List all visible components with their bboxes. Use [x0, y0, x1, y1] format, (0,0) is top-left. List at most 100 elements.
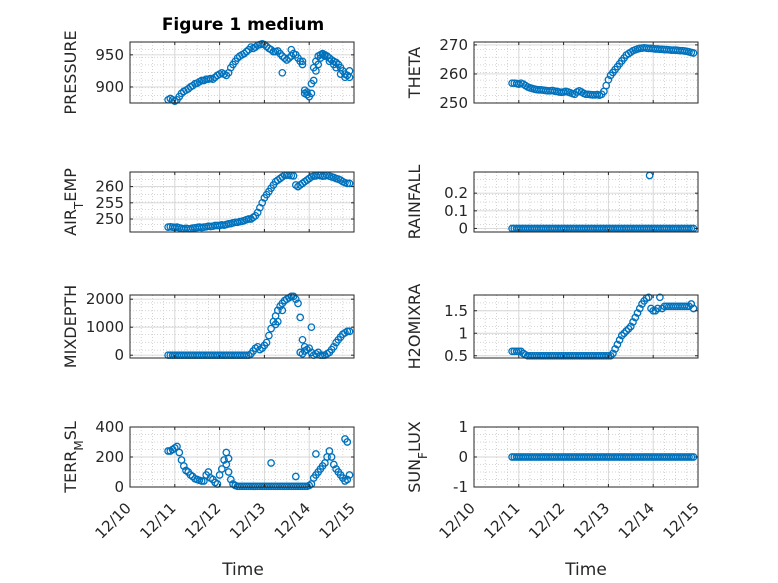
y-tick-label: 0: [458, 448, 468, 466]
data-point: [651, 306, 660, 315]
y-tick-label: 2000: [86, 290, 124, 308]
data-point: [224, 468, 233, 476]
data-point: [345, 327, 354, 336]
data-point: [280, 54, 289, 62]
data-point: [613, 340, 622, 349]
data-point: [242, 47, 251, 56]
y-tick-label: 0.5: [444, 347, 468, 365]
data-point: [267, 459, 275, 467]
data-point: [300, 482, 309, 491]
data-point: [329, 342, 338, 351]
data-point: [685, 453, 693, 461]
data-point: [332, 63, 340, 72]
axes-box: [473, 294, 699, 359]
data-point: [689, 49, 698, 57]
axes-h2omixra: 0.5 1 1.5 H2OMIXRA: [405, 284, 699, 370]
data-point: [631, 313, 640, 322]
data-point: [291, 472, 300, 481]
data-point: [685, 302, 693, 311]
data-point: [273, 317, 282, 326]
y-tick-label: 0: [458, 219, 468, 237]
data-point: [689, 304, 698, 313]
data-point: [278, 68, 287, 77]
data-point: [512, 347, 521, 356]
data-point: [656, 293, 664, 302]
axes-mixdepth: 0 1000 2000 MIXDEPTH: [61, 285, 355, 368]
data-point: [312, 450, 320, 458]
data-point: [278, 52, 287, 60]
data-point: [300, 86, 309, 95]
data-point: [329, 460, 338, 469]
axes-theta: 250 260 270 THETA: [405, 36, 699, 112]
y-tick-label: 1000: [86, 318, 124, 336]
data-point: [514, 347, 523, 356]
data-point: [682, 302, 691, 311]
y-tick-label: 200: [95, 448, 124, 466]
y-axis-label: RAINFALL: [405, 165, 424, 240]
y-tick-label: 260: [95, 178, 124, 196]
data-point: [609, 349, 617, 358]
data-point: [296, 313, 305, 322]
y-tick-label: 270: [439, 36, 468, 54]
axes-box: [129, 41, 355, 104]
data-point: [260, 40, 269, 49]
data-point: [220, 456, 228, 464]
axes-box: [473, 41, 699, 104]
data-point: [649, 306, 658, 315]
data-point: [269, 47, 278, 56]
axes-box: [129, 294, 355, 359]
data-point: [626, 322, 635, 331]
data-point: [606, 351, 615, 360]
axes-box: [129, 171, 355, 233]
data-point: [298, 57, 307, 66]
data-point: [282, 56, 291, 64]
y-tick-label: 900: [95, 78, 124, 96]
data-point: [653, 304, 662, 313]
y-axis-label: PRESSURE: [61, 30, 80, 114]
data-point: [294, 299, 302, 308]
y-tick-label: 0: [114, 478, 124, 496]
data-point: [287, 45, 296, 54]
data-point: [307, 89, 316, 98]
y-axis-label: THETA: [405, 47, 424, 99]
data-point: [602, 351, 611, 360]
data-point: [617, 331, 626, 340]
y-tick-label: 250: [95, 210, 124, 228]
data-point: [278, 306, 287, 315]
y-axis-label: H2OMIXRA: [405, 284, 424, 370]
y-axis-label: SUNFLUX: [405, 421, 430, 493]
axes-rainfall: 00.10.2 RAINFALL: [405, 165, 699, 240]
data-point: [309, 76, 318, 85]
data-point: [307, 323, 316, 332]
data-point: [345, 179, 354, 188]
y-tick-label: 0.1: [444, 202, 468, 220]
data-point: [687, 453, 696, 461]
y-tick-label: 250: [439, 94, 468, 112]
x-axis-label-right: Time: [564, 560, 607, 580]
data-point: [267, 324, 275, 333]
data-point: [273, 306, 282, 315]
data-point: [345, 471, 354, 479]
data-point: [244, 215, 253, 223]
data-point: [209, 75, 217, 84]
data-point: [164, 447, 172, 455]
data-point: [633, 309, 642, 317]
data-point: [611, 345, 619, 353]
y-tick-label: 255: [95, 194, 124, 212]
data-point: [312, 67, 320, 75]
data-point: [687, 300, 696, 308]
axes-box: [473, 171, 699, 233]
y-tick-label: 1: [458, 324, 468, 342]
data-point: [343, 327, 352, 336]
data-point: [175, 448, 184, 457]
data-point: [285, 54, 293, 62]
data-point: [345, 67, 354, 75]
y-tick-label: 260: [439, 65, 468, 83]
data-point: [291, 295, 300, 304]
data-point: [624, 324, 633, 333]
y-axis-label: TERRMSL: [61, 421, 86, 494]
data-point: [303, 90, 311, 99]
y-tick-label: 1.5: [444, 302, 468, 320]
